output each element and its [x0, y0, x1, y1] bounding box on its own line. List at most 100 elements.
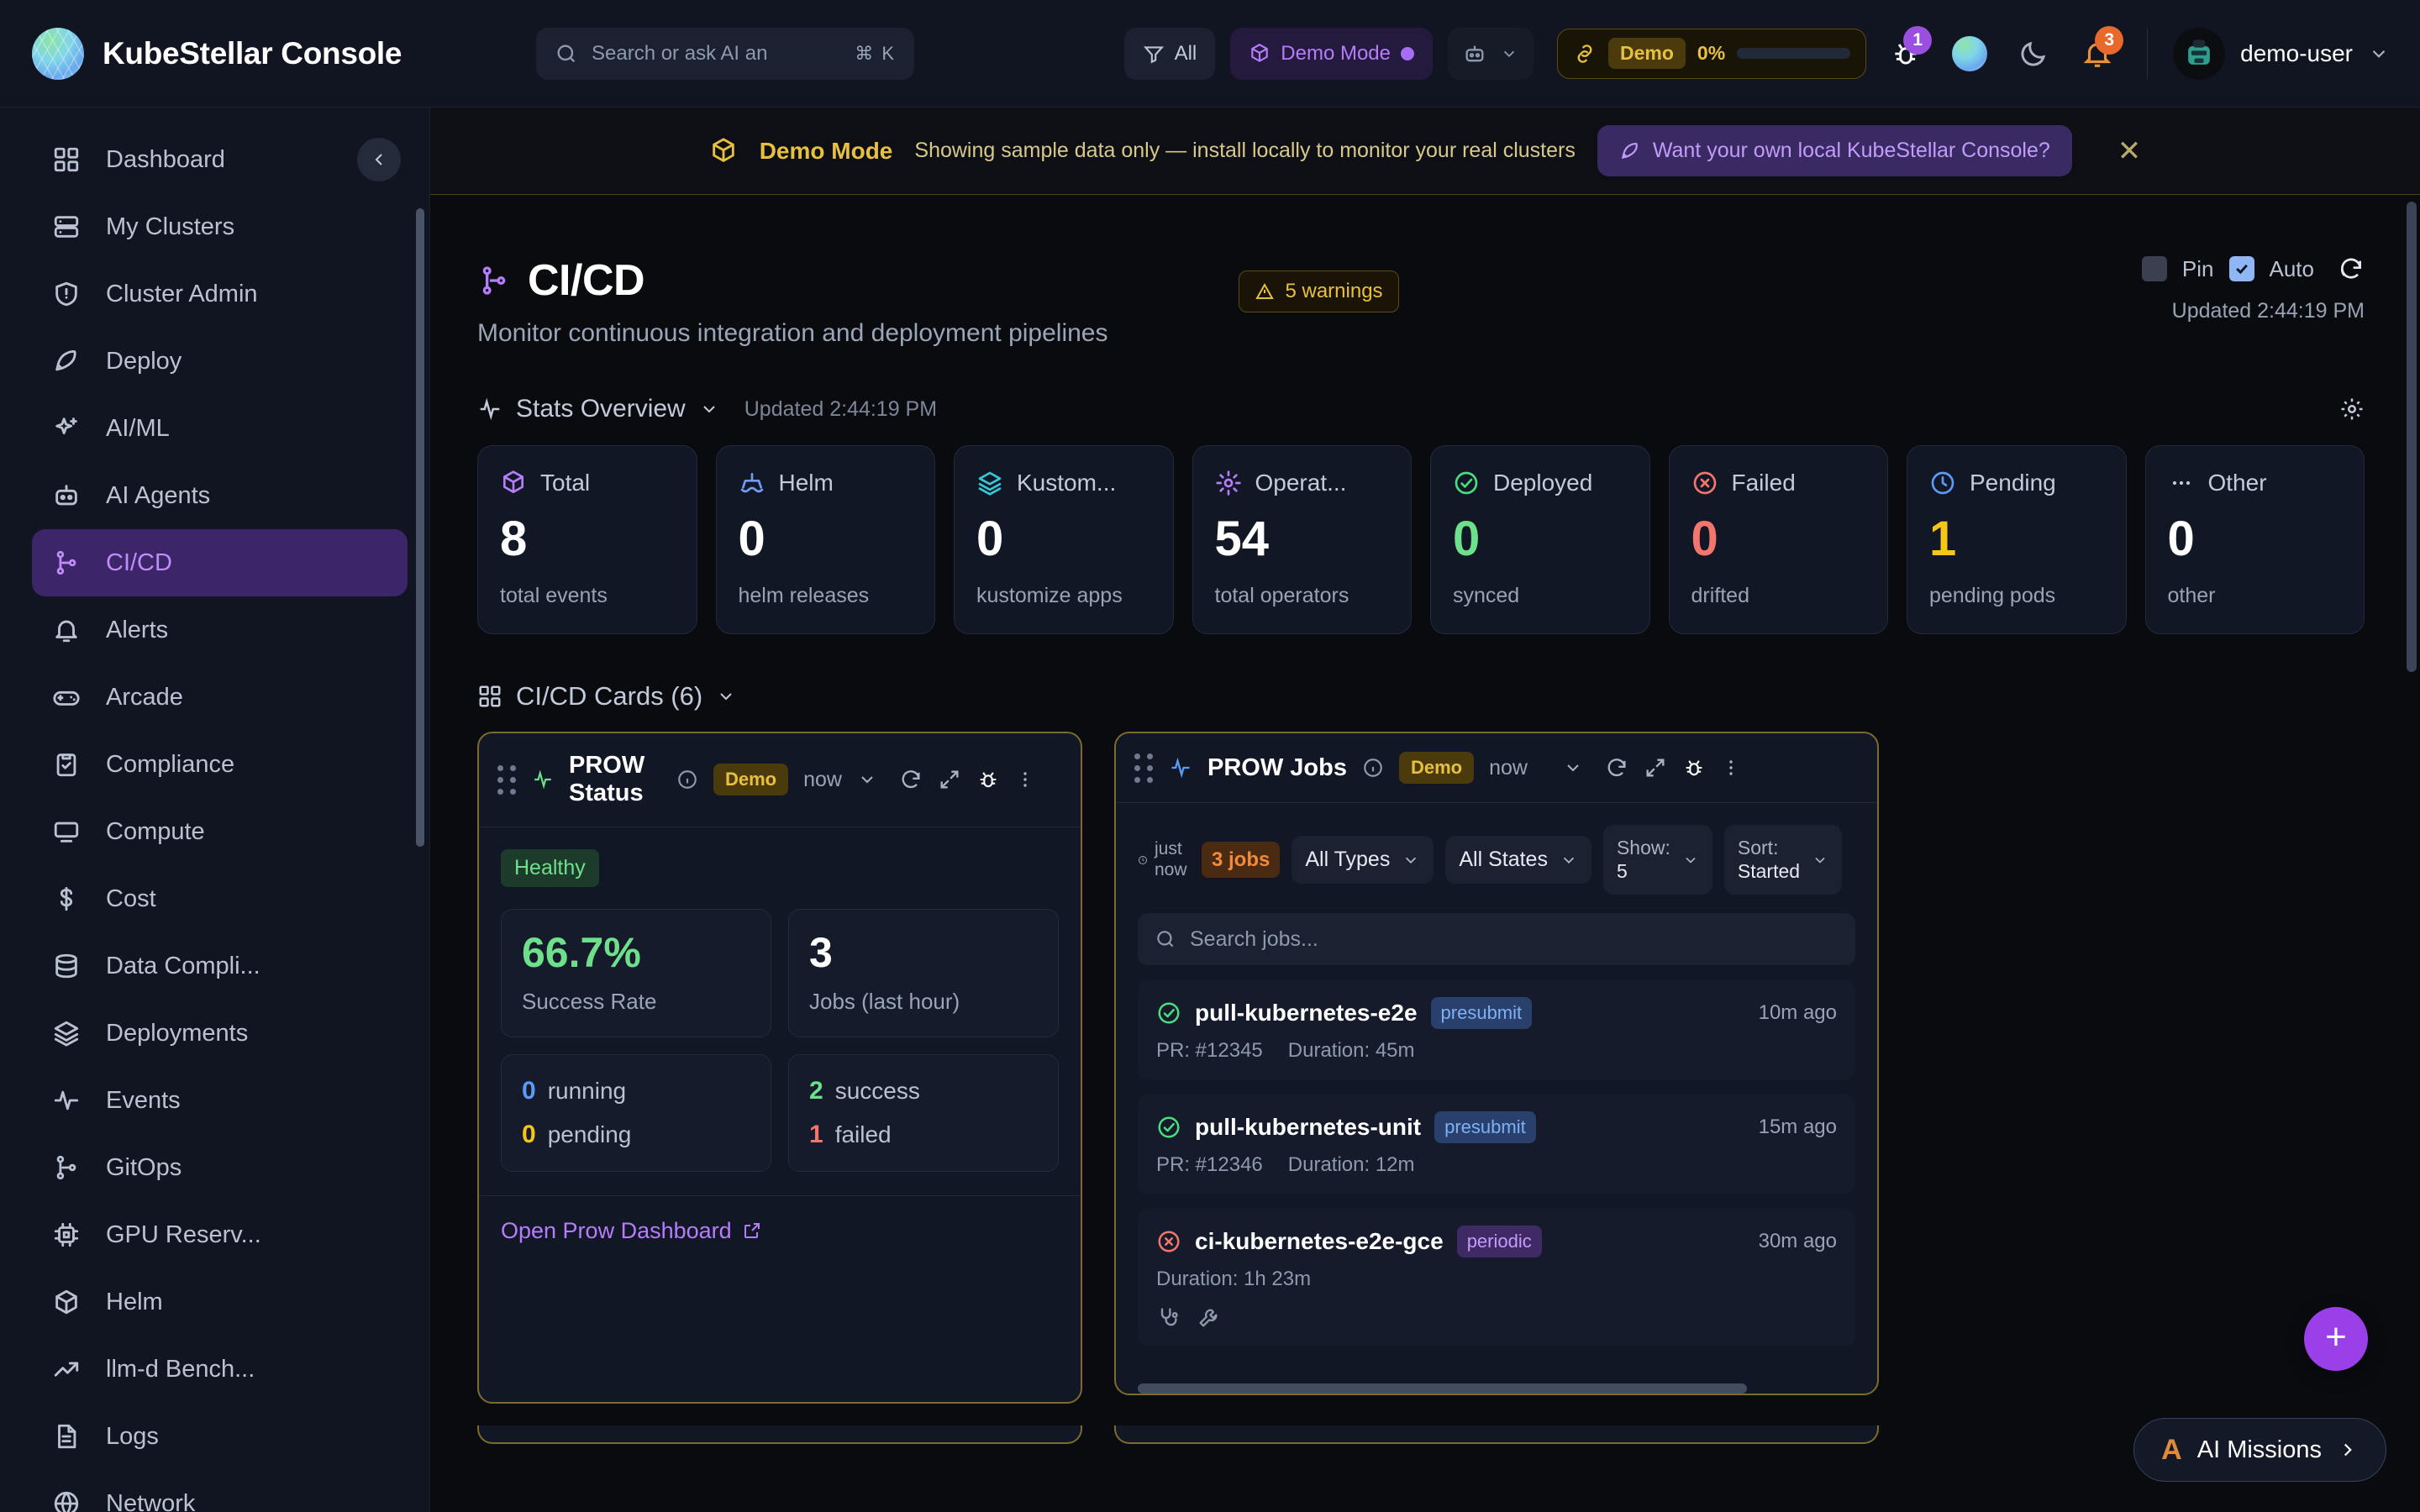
package-icon [55, 1289, 77, 1315]
chevron-down-icon[interactable] [857, 769, 877, 790]
demo-progress-widget[interactable]: Demo 0% [1557, 28, 1867, 79]
pin-checkbox[interactable] [2141, 256, 2167, 281]
bug-icon[interactable] [976, 768, 1000, 791]
close-icon[interactable]: ✕ [2117, 134, 2142, 167]
sidebar: Dashboard My Clusters Cluster Admin Deploy A… [0, 108, 430, 1512]
chevron-down-icon[interactable] [1563, 758, 1583, 778]
sidebar-item-cost[interactable]: Cost [32, 865, 408, 932]
warnings-badge[interactable]: 5 warnings [1239, 270, 1399, 312]
sidebar-item-gpu-reserv[interactable]: GPU Reserv... [32, 1201, 408, 1268]
stats-settings-button[interactable] [2339, 396, 2365, 422]
main-scrollbar[interactable] [2407, 202, 2417, 672]
sidebar-item-deploy[interactable]: Deploy [32, 328, 408, 395]
chevron-right-icon [2344, 1443, 2352, 1457]
sort-select[interactable]: Sort: Started [1723, 825, 1843, 895]
stat-card-label: Total [540, 470, 591, 496]
sidebar-item-alerts[interactable]: Alerts [32, 596, 408, 664]
notifications-button[interactable]: 3 [2073, 25, 2124, 78]
sidebar-item-data-compli[interactable]: Data Compli... [32, 932, 408, 1000]
mini-logo-button[interactable] [1945, 29, 1994, 78]
filter-all-button[interactable]: All [1123, 27, 1216, 80]
sidebar-item-llm-d-bench[interactable]: llm-d Bench... [32, 1336, 408, 1403]
job-row[interactable]: ci-kubernetes-e2e-gce periodic 30m ago Dura… [1138, 1209, 1855, 1347]
sidebar-item-compliance[interactable]: Compliance [32, 731, 408, 798]
user-menu[interactable]: demo-user [2173, 27, 2390, 80]
sidebar-item-label: My Clusters [106, 213, 235, 240]
peek-card-left[interactable] [477, 1425, 1082, 1444]
sidebar-item-cluster-admin[interactable]: Cluster Admin [32, 260, 408, 328]
sidebar-scrollbar[interactable] [416, 208, 424, 847]
brand[interactable]: KubeStellar Console [32, 27, 502, 80]
more-vertical-icon[interactable] [1721, 758, 1741, 778]
sidebar-item-deployments[interactable]: Deployments [32, 1000, 408, 1067]
info-icon[interactable] [676, 769, 698, 790]
expand-icon[interactable] [1644, 756, 1667, 780]
sidebar-item-label: Compute [106, 817, 205, 845]
auto-checkbox[interactable] [2228, 256, 2254, 281]
jobs-list-scrollbar[interactable] [1138, 1383, 1747, 1394]
drag-handle-icon[interactable] [1134, 753, 1154, 783]
sidebar-item-ai-agents[interactable]: AI Agents [32, 462, 408, 529]
sidebar-item-logs[interactable]: Logs [32, 1403, 408, 1470]
refresh-button[interactable] [2338, 255, 2365, 282]
cube-icon [503, 470, 523, 493]
theme-toggle-button[interactable] [2009, 29, 2058, 78]
page-header: CI/CD Monitor continuous integration and… [477, 255, 2365, 348]
robot-select[interactable] [1448, 27, 1534, 80]
cicd-cards-row-next [477, 1425, 2365, 1444]
chevron-down-icon[interactable] [716, 686, 736, 706]
refresh-icon[interactable] [899, 768, 923, 791]
bug-icon[interactable] [1682, 756, 1706, 780]
drag-handle-icon[interactable] [497, 764, 517, 795]
stat-card-total[interactable]: Total 8 total events [477, 445, 697, 634]
job-type-select[interactable]: All Types [1292, 836, 1434, 885]
info-icon[interactable] [1362, 757, 1384, 779]
sidebar-item-events[interactable]: Events [32, 1067, 408, 1134]
prow-status-title: PROW Status [569, 752, 645, 807]
job-state-select[interactable]: All States [1445, 836, 1591, 885]
wrench-icon[interactable] [1197, 1306, 1220, 1330]
sidebar-item-arcade[interactable]: Arcade [32, 664, 408, 731]
demo-banner-text: Showing sample data only — install local… [914, 139, 1576, 162]
stat-card-kustom[interactable]: Kustom... 0 kustomize apps [954, 445, 1174, 634]
stethoscope-icon[interactable] [1156, 1306, 1180, 1330]
stat-card-operat[interactable]: Operat... 54 total operators [1192, 445, 1412, 634]
stat-card-pending[interactable]: Pending 1 pending pods [1907, 445, 2127, 634]
peek-card-right[interactable] [1114, 1425, 1879, 1444]
bot-icon [55, 485, 77, 506]
stat-card-deployed[interactable]: Deployed 0 synced [1430, 445, 1650, 634]
stat-card-failed[interactable]: Failed 0 drifted [1668, 445, 1888, 634]
demo-banner-cta-button[interactable]: Want your own local KubeStellar Console? [1597, 125, 2072, 176]
search-input[interactable]: Search or ask AI an ⌘ K [536, 27, 914, 80]
add-button[interactable]: + [2304, 1307, 2368, 1371]
more-vertical-icon[interactable] [1015, 769, 1035, 790]
sidebar-collapse-button[interactable] [357, 138, 401, 181]
job-row[interactable]: pull-kubernetes-e2e presubmit 10m ago PR: #… [1138, 980, 1855, 1080]
sidebar-item-gitops[interactable]: GitOps [32, 1134, 408, 1201]
sidebar-item-ai-ml[interactable]: AI/ML [32, 395, 408, 462]
refresh-icon[interactable] [1605, 756, 1628, 780]
sidebar-item-dashboard[interactable]: Dashboard [32, 126, 408, 193]
stat-card-value: 8 [500, 512, 528, 566]
stat-card-value: 0 [1453, 512, 1481, 566]
job-row[interactable]: pull-kubernetes-unit presubmit 15m ago PR: … [1138, 1095, 1855, 1194]
job-time: 10m ago [1758, 1001, 1837, 1025]
expand-icon[interactable] [938, 768, 961, 791]
show-count-select[interactable]: Show: 5 [1602, 825, 1712, 895]
sidebar-item-helm[interactable]: Helm [32, 1268, 408, 1336]
stat-card-other[interactable]: Other 0 other [2144, 445, 2365, 634]
bug-button[interactable]: 1 [1881, 25, 1933, 78]
sidebar-item-compute[interactable]: Compute [32, 798, 408, 865]
ai-missions-button[interactable]: A AI Missions [2133, 1418, 2386, 1482]
open-prow-dashboard-link[interactable]: Open Prow Dashboard [501, 1218, 762, 1244]
sidebar-item-ci-cd[interactable]: CI/CD [32, 529, 408, 596]
list-item: 0 pending [522, 1121, 750, 1149]
sidebar-item-network[interactable]: Network [32, 1470, 408, 1512]
demo-mode-button[interactable]: Demo Mode [1230, 27, 1433, 80]
sidebar-item-my-clusters[interactable]: My Clusters [32, 193, 408, 260]
jobs-search-input[interactable]: Search jobs... [1138, 913, 1855, 966]
stat-card-helm[interactable]: Helm 0 helm releases [715, 445, 935, 634]
cicd-cards-header: CI/CD Cards (6) [477, 681, 2365, 711]
job-pr: PR: #12346 [1156, 1153, 1263, 1177]
chevron-down-icon[interactable] [699, 399, 719, 419]
